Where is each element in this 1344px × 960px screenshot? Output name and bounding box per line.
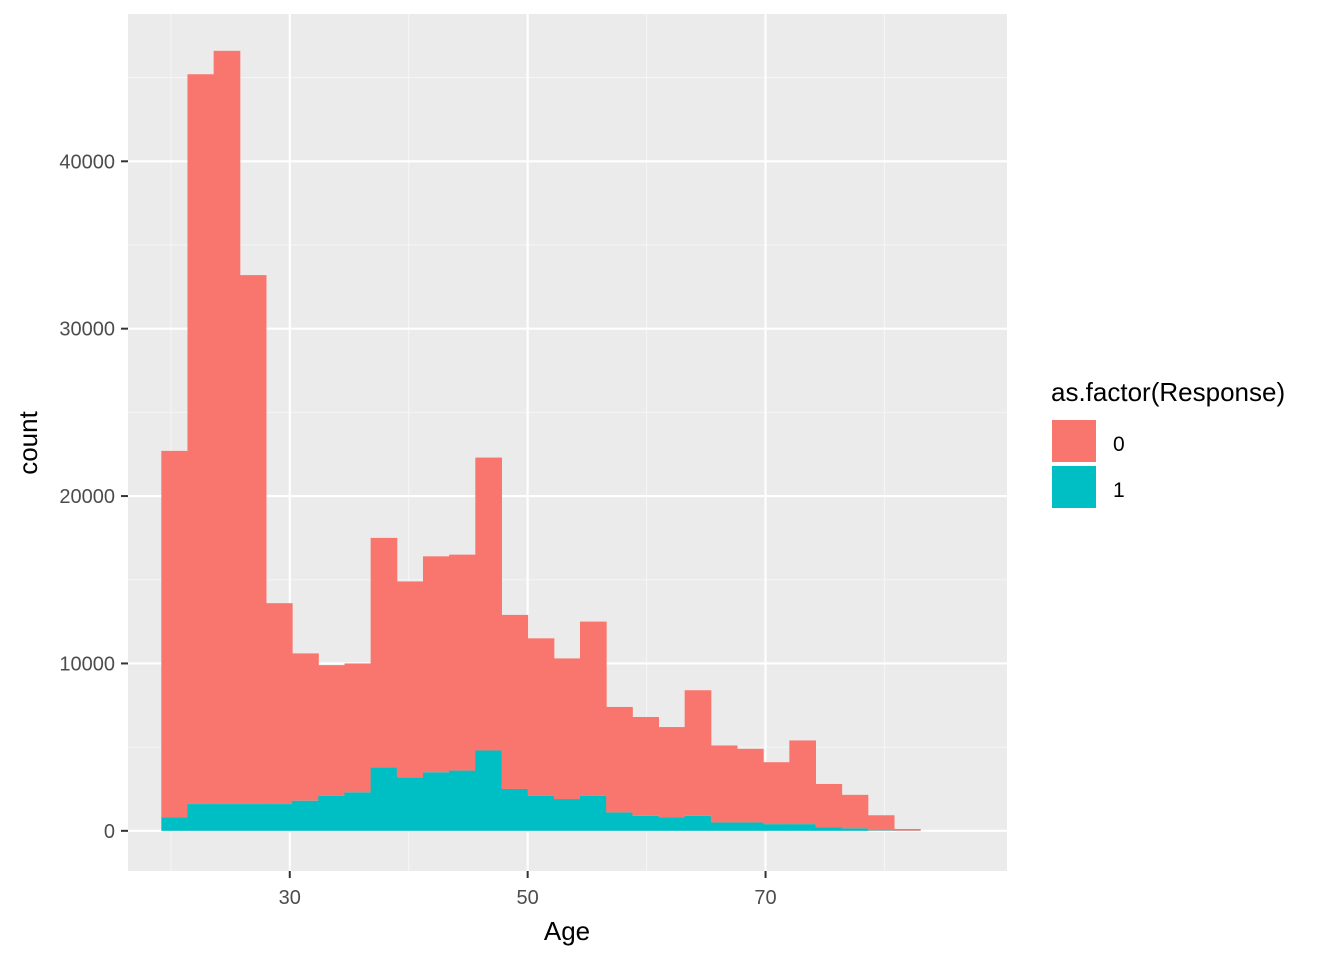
bar-response-0 <box>632 717 659 816</box>
bar-response-0 <box>449 554 476 771</box>
bar-response-1 <box>553 799 581 831</box>
bar-response-1 <box>475 750 502 831</box>
x-tick-label: 70 <box>754 887 776 909</box>
bar-response-1 <box>344 792 372 831</box>
bar-response-0 <box>736 748 764 823</box>
bar-response-0 <box>710 745 738 823</box>
bar-response-1 <box>265 804 293 831</box>
legend-label-1: 1 <box>1113 479 1125 502</box>
bar-response-0 <box>161 450 188 818</box>
bar-response-1 <box>867 830 895 831</box>
bar-response-1 <box>370 767 398 831</box>
bar-response-0 <box>292 653 319 801</box>
bar-response-0 <box>370 537 398 768</box>
bar-response-0 <box>606 706 633 813</box>
bar-response-1 <box>736 822 764 831</box>
bar-response-0 <box>265 603 293 805</box>
bar-response-1 <box>213 804 241 831</box>
minor-gridlines <box>128 14 1007 871</box>
bar-response-1 <box>527 795 555 831</box>
bar-response-0 <box>318 665 345 796</box>
bar-response-0 <box>422 556 450 773</box>
legend-label-0: 0 <box>1113 433 1125 456</box>
bar-response-1 <box>396 777 424 831</box>
y-tick-label: 30000 <box>59 319 115 341</box>
x-tick-label: 30 <box>279 887 301 909</box>
bar-response-0 <box>239 275 267 805</box>
bar-response-1 <box>815 827 843 831</box>
bar-response-0 <box>396 581 424 778</box>
bar-response-1 <box>658 817 686 831</box>
bar-response-0 <box>213 50 241 805</box>
bar-response-0 <box>553 658 581 800</box>
bar-response-1 <box>841 828 869 831</box>
bar-response-1 <box>318 795 345 831</box>
bar-response-1 <box>632 815 659 831</box>
bar-response-1 <box>606 812 633 831</box>
y-tick-label: 0 <box>104 821 115 843</box>
bar-response-1 <box>710 822 738 831</box>
legend-title: as.factor(Response) <box>1051 377 1285 407</box>
bar-response-1 <box>187 804 215 831</box>
bar-response-1 <box>422 772 450 831</box>
y-tick-label: 40000 <box>59 151 115 173</box>
legend-key-1 <box>1052 466 1096 508</box>
bar-response-1 <box>161 817 188 831</box>
legend-key-0 <box>1052 420 1096 462</box>
bar-response-0 <box>501 614 529 789</box>
bar-response-0 <box>475 457 502 751</box>
bar-response-1 <box>501 788 529 831</box>
bar-response-0 <box>894 828 921 831</box>
y-tick-label: 20000 <box>59 486 115 508</box>
bar-response-0 <box>763 762 790 825</box>
legend: as.factor(Response) 0 1 <box>1051 377 1285 508</box>
bar-response-1 <box>789 824 816 831</box>
bar-response-0 <box>527 638 555 796</box>
bar-response-0 <box>579 621 607 796</box>
y-axis-title: count <box>13 410 43 474</box>
bar-response-0 <box>841 794 869 829</box>
bar-response-0 <box>187 74 215 805</box>
bar-response-1 <box>579 795 607 831</box>
bar-response-1 <box>239 804 267 831</box>
bar-response-0 <box>789 740 816 825</box>
bar-response-0 <box>658 727 686 818</box>
bar-response-1 <box>292 800 319 831</box>
x-axis-title: Age <box>544 916 590 946</box>
bar-response-1 <box>684 815 712 831</box>
bar-response-1 <box>449 770 476 831</box>
y-tick-label: 10000 <box>59 653 115 675</box>
y-axis: 0 10000 20000 30000 40000 <box>59 151 128 843</box>
bar-response-1 <box>763 824 790 831</box>
x-tick-label: 50 <box>517 887 539 909</box>
bar-response-0 <box>867 815 895 831</box>
bar-response-0 <box>684 690 712 816</box>
bar-response-0 <box>344 663 372 793</box>
x-axis: 30 50 70 <box>279 871 777 909</box>
bar-response-0 <box>815 783 843 828</box>
bars <box>161 50 921 831</box>
